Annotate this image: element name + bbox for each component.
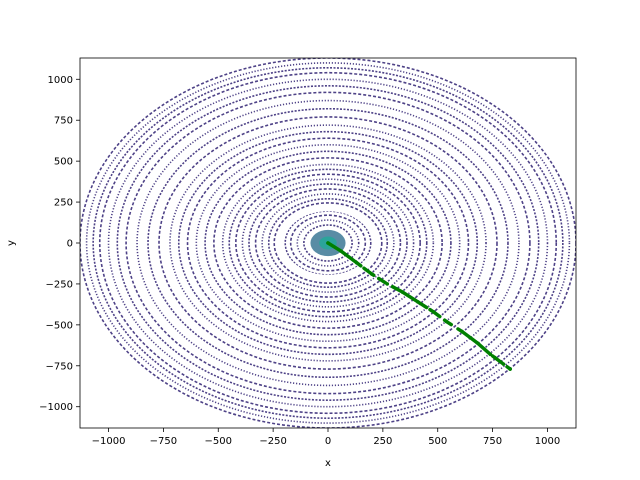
- y-tick-label: −1000: [39, 402, 73, 413]
- y-tick-label: 750: [54, 116, 73, 127]
- trajectory-point: [488, 352, 493, 357]
- trajectory-series: [326, 241, 512, 371]
- trajectory-point: [354, 260, 359, 265]
- trajectory-point: [385, 282, 390, 286]
- spiral-ring: [221, 163, 435, 323]
- x-tick-label: −250: [259, 436, 286, 447]
- spiral-ring: [248, 183, 408, 303]
- trajectory-point: [508, 367, 512, 371]
- y-tick-label: 500: [54, 157, 73, 168]
- spiral-ring: [125, 91, 531, 395]
- spiral-ring: [116, 85, 540, 401]
- spiral-ring: [98, 71, 558, 415]
- trajectory-point: [460, 329, 464, 334]
- spiral-ring: [204, 150, 452, 336]
- spiral-ring: [107, 78, 549, 408]
- trajectory-point: [339, 249, 343, 253]
- trajectory-point: [492, 355, 497, 360]
- spiral-ring: [136, 99, 520, 387]
- y-axis-label: y: [6, 240, 17, 246]
- trajectory-point: [370, 272, 374, 276]
- y-tick-label: −250: [46, 279, 73, 290]
- spiral-ring: [289, 214, 367, 272]
- y-axis-ticks: −1000 −750 −500 −250 0 250 500 750 1000: [39, 75, 80, 413]
- spiral-ring: [85, 62, 571, 424]
- x-axis-ticks: −1000 −750 −500 −250 0 250 500 750 1000: [92, 428, 560, 447]
- trajectory-point: [400, 290, 405, 294]
- x-tick-label: 250: [373, 436, 392, 447]
- spiral-ring: [169, 124, 487, 362]
- spiral-ring: [158, 116, 498, 370]
- spiral-ring: [254, 188, 402, 298]
- x-tick-label: −750: [150, 436, 177, 447]
- x-tick-label: 500: [428, 436, 447, 447]
- y-tick-label: 1000: [48, 75, 73, 86]
- x-axis-label: x: [325, 458, 331, 469]
- gap-ring: [277, 204, 379, 282]
- spiral-ring: [228, 168, 428, 318]
- spiral-ring: [235, 173, 421, 313]
- spiral-ring: [273, 202, 383, 284]
- spiral-ring: [261, 193, 395, 293]
- spiral-ring: [195, 143, 461, 343]
- trajectory-point: [501, 362, 506, 366]
- y-tick-label: −500: [46, 320, 73, 331]
- ring-series: [80, 58, 576, 428]
- trajectory-point: [326, 241, 330, 245]
- trajectory-point: [444, 319, 449, 324]
- y-tick-label: 0: [67, 239, 73, 250]
- y-tick-label: 250: [54, 198, 73, 209]
- x-tick-label: 0: [325, 436, 331, 447]
- spiral-ring: [241, 178, 415, 308]
- spiral-ring: [303, 224, 353, 262]
- trajectory-point: [416, 300, 420, 304]
- spiral-ring: [92, 67, 564, 419]
- spiral-ring: [296, 219, 360, 267]
- spiral-ring: [267, 197, 389, 289]
- x-tick-label: 1000: [535, 436, 560, 447]
- trajectory-point: [431, 309, 436, 314]
- spiral-ring: [213, 157, 443, 329]
- spiral-ring: [177, 130, 479, 356]
- trajectory-point: [475, 341, 480, 345]
- spiral-ring: [147, 107, 509, 379]
- spiral-ring: [186, 137, 470, 349]
- x-tick-label: −1000: [92, 436, 126, 447]
- y-tick-label: −750: [46, 361, 73, 372]
- x-tick-label: −500: [205, 436, 232, 447]
- x-tick-label: 750: [483, 436, 502, 447]
